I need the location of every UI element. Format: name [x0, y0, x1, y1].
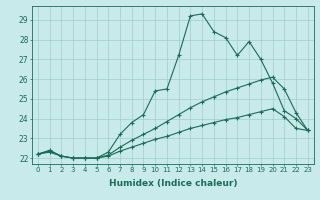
X-axis label: Humidex (Indice chaleur): Humidex (Indice chaleur) — [108, 179, 237, 188]
